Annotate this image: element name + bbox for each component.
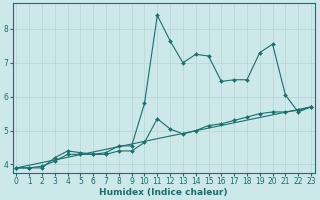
X-axis label: Humidex (Indice chaleur): Humidex (Indice chaleur) (100, 188, 228, 197)
